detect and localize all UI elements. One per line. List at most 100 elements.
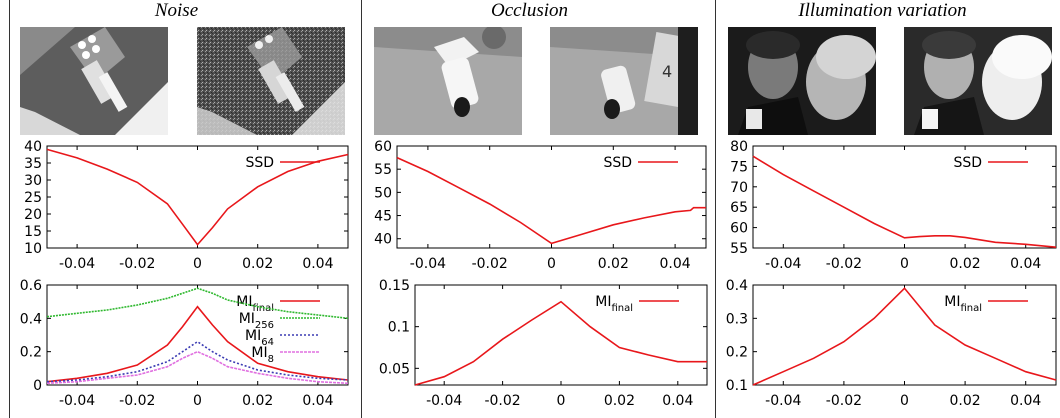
- occlusion-occluded-image: 4: [550, 27, 698, 135]
- noise-mi-legend-subscript: 8: [268, 354, 274, 365]
- occlusion-mi-xtick-label: -0.02: [484, 393, 520, 409]
- illumination-ssd-xtick-label: 0.04: [1010, 256, 1041, 272]
- occlusion-mi-ytick-label: 0.15: [379, 278, 410, 294]
- noise-mi-legend-name: MI: [251, 345, 267, 361]
- noise-ssd-xtick-label: 0.02: [242, 256, 273, 272]
- illumination-mi-ytick-label: 0.4: [726, 278, 748, 294]
- illumination-ssd-ytick-label: 55: [730, 241, 748, 257]
- noise-mi-xtick-label: 0.04: [302, 393, 333, 409]
- occlusion-mi-ytick-label: 0.1: [388, 320, 410, 336]
- illumination-bright-image: [904, 27, 1052, 135]
- illumination-ssd-chart: -0.04 -0.02 0 0.02 0.04 55 60 65 70 75 80 SSD: [730, 139, 1057, 272]
- illumination-mi-xtick-label: -0.02: [826, 393, 862, 409]
- illumination-ssd-ytick-label: 75: [730, 159, 748, 175]
- illumination-ssd-ytick-label: 65: [730, 200, 748, 216]
- illumination-ssd-xtick-label: -0.04: [765, 256, 801, 272]
- noise-ssd-ytick-label: 35: [24, 156, 42, 172]
- noise-ssd-series-line: [46, 148, 349, 246]
- noise-mi-xtick-label: 0: [193, 393, 202, 409]
- noise-mi-series-line: [46, 350, 349, 385]
- noise-mi-legend-subscript: final: [252, 303, 274, 314]
- noise-mi-ytick-label: 0: [33, 378, 42, 394]
- illumination-ssd-ytick-label: 70: [730, 180, 748, 196]
- svg-text:4: 4: [662, 62, 672, 81]
- illumination-mi-legend-label: MIfinal: [944, 294, 982, 314]
- illumination-mi-legend-subscript: final: [960, 303, 982, 314]
- occlusion-mi-xtick-label: 0.02: [604, 393, 635, 409]
- occlusion-ssd-ytick-label: 55: [374, 162, 392, 178]
- occlusion-ssd-xtick-label: 0: [547, 256, 556, 272]
- illumination-ssd-xtick-label: 0: [900, 256, 909, 272]
- illumination-mi-xtick-label: 0.02: [950, 393, 981, 409]
- noise-ssd-xtick-label: 0.04: [302, 256, 333, 272]
- noise-ssd-ytick-label: 25: [24, 190, 42, 206]
- illumination-mi-ytick-label: 0.1: [726, 378, 748, 394]
- illumination-mi-series-line: [752, 287, 1057, 386]
- illumination-title: Illumination variation: [798, 0, 967, 21]
- occlusion-ssd-ytick-label: 45: [374, 209, 392, 225]
- occlusion-ssd-xtick-label: 0.04: [660, 256, 691, 272]
- occlusion-ssd-legend-name: SSD: [603, 155, 632, 171]
- illumination-mi-chart: -0.04 -0.02 0 0.02 0.04 0.1 0.2 0.3 0.4 MIfinal: [726, 278, 1057, 409]
- occlusion-mi-chart: -0.04 -0.02 0 0.02 0.04 0.05 0.1 0.15 MIfinal: [379, 278, 708, 409]
- noise-mi-xtick-label: 0.02: [242, 393, 273, 409]
- noise-ssd-legend-name: SSD: [245, 155, 274, 171]
- noise-noisy-image: [197, 27, 345, 135]
- illumination-mi-frame: [752, 284, 1057, 386]
- illumination-mi-ytick-label: 0.3: [726, 311, 748, 327]
- occlusion-mi-ytick-label: 0.05: [379, 361, 410, 377]
- noise-ssd-xtick-label: 0: [193, 256, 202, 272]
- occlusion-ssd-series-line: [396, 156, 706, 245]
- noise-mi-legend-label: MIfinal: [236, 294, 274, 314]
- illumination-ssd-series-line: [752, 155, 1057, 248]
- occlusion-mi-series-line: [414, 300, 707, 386]
- noise-ssd-xtick-label: -0.04: [59, 256, 95, 272]
- noise-mi-legend-name: MI: [239, 311, 255, 327]
- occlusion-mi-legend-label: MIfinal: [595, 294, 633, 314]
- occlusion-ssd-xtick-label: -0.04: [410, 256, 446, 272]
- illumination-mi-ytick-label: 0.2: [726, 345, 748, 361]
- occlusion-ssd-chart: -0.04 -0.02 0 0.02 0.04 40 45 50 55 60 SSD: [374, 139, 707, 272]
- noise-mi-legend-label: MI8: [251, 345, 274, 365]
- noise-ssd-ytick-label: 30: [24, 173, 42, 189]
- noise-mi-legend-subscript: 64: [261, 337, 274, 348]
- noise-mi-ytick-label: 0.4: [20, 311, 42, 327]
- occlusion-mi-legend-subscript: final: [611, 303, 633, 314]
- left-border: [9, 0, 10, 418]
- noise-ssd-legend-label: SSD: [245, 155, 274, 171]
- illumination-ssd-ytick-label: 80: [730, 139, 748, 155]
- occlusion-ssd-xtick-label: 0.02: [598, 256, 629, 272]
- occlusion-ssd-xtick-label: -0.02: [472, 256, 508, 272]
- illumination-mi-legend-name: MI: [944, 294, 960, 310]
- occlusion-mi-xtick-label: 0.04: [662, 393, 693, 409]
- illumination-mi-xtick-label: 0.04: [1010, 393, 1041, 409]
- noise-mi-legend-label: MI64: [245, 328, 274, 348]
- illumination-ssd-legend-label: SSD: [953, 155, 982, 171]
- noise-title: Noise: [154, 0, 199, 21]
- occlusion-reference-image: [374, 27, 522, 135]
- noise-mi-frame: [46, 284, 349, 386]
- noise-mi-legend-name: MI: [245, 328, 261, 344]
- noise-mi-xtick-label: -0.02: [119, 393, 155, 409]
- noise-mi-series-line: [46, 340, 349, 383]
- noise-mi-ytick-label: 0.6: [20, 278, 42, 294]
- noise-mi-xtick-label: -0.04: [59, 393, 95, 409]
- noise-mi-series-line: [46, 305, 349, 383]
- noise-mi-chart: -0.04 -0.02 0 0.02 0.0400.20.40.6MIfinalMI25…: [20, 278, 349, 409]
- illumination-ssd-legend-name: SSD: [953, 155, 982, 171]
- noise-ssd-ytick-label: 40: [24, 139, 42, 155]
- occlusion-mi-legend-name: MI: [595, 294, 611, 310]
- noise-mi-series-line: [46, 287, 349, 320]
- occlusion-title: Occlusion: [490, 0, 569, 21]
- noise-mi-legend-label: MI256: [239, 311, 274, 331]
- illumination-dark-image: [728, 27, 876, 135]
- illumination-ssd-xtick-label: 0.02: [950, 256, 981, 272]
- noise-ssd-ytick-label: 15: [24, 224, 42, 240]
- illumination-mi-xtick-label: -0.04: [765, 393, 801, 409]
- column-divider-2: [715, 0, 716, 418]
- occlusion-ssd-ytick-label: 40: [374, 232, 392, 248]
- noise-ssd-ytick-label: 10: [24, 241, 42, 257]
- noise-mi-ytick-label: 0.2: [20, 345, 42, 361]
- occlusion-ssd-legend-label: SSD: [603, 155, 632, 171]
